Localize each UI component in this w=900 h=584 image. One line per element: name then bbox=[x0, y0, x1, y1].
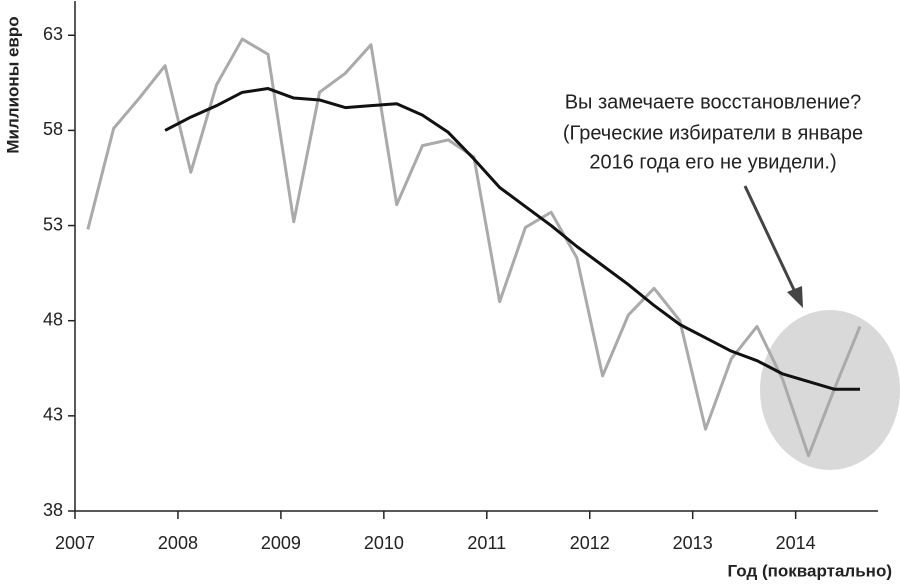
y-tick-label: 58 bbox=[43, 119, 63, 139]
y-tick-label: 53 bbox=[43, 214, 63, 234]
x-axis-label: Год (поквартально) bbox=[728, 561, 892, 580]
arrow-head bbox=[787, 286, 803, 308]
y-tick-label: 48 bbox=[43, 309, 63, 329]
x-tick-label: 2014 bbox=[776, 533, 816, 553]
y-tick-label: 43 bbox=[43, 405, 63, 425]
annotation-line: Вы замечаете восстановление? bbox=[565, 91, 862, 113]
x-tick-label: 2008 bbox=[158, 533, 198, 553]
x-tick-label: 2013 bbox=[673, 533, 713, 553]
x-tick-label: 2007 bbox=[55, 533, 95, 553]
x-tick-label: 2012 bbox=[570, 533, 610, 553]
y-tick-label: 63 bbox=[43, 24, 63, 44]
y-axis-label: Миллионы евро bbox=[3, 16, 22, 153]
y-tick-label: 38 bbox=[43, 500, 63, 520]
annotation: Вы замечаете восстановление? (Греческие … bbox=[563, 91, 863, 173]
arrow-shaft bbox=[743, 185, 797, 293]
data-line bbox=[164, 87, 860, 391]
highlight-ellipse bbox=[760, 310, 900, 470]
annotation-line: 2016 года его не увидели.) bbox=[589, 151, 836, 173]
annotation-line: (Греческие избиратели в январе bbox=[563, 122, 863, 144]
x-tick-label: 2009 bbox=[261, 533, 301, 553]
x-tick-label: 2011 bbox=[467, 533, 506, 553]
x-tick-label: 2010 bbox=[364, 533, 404, 553]
